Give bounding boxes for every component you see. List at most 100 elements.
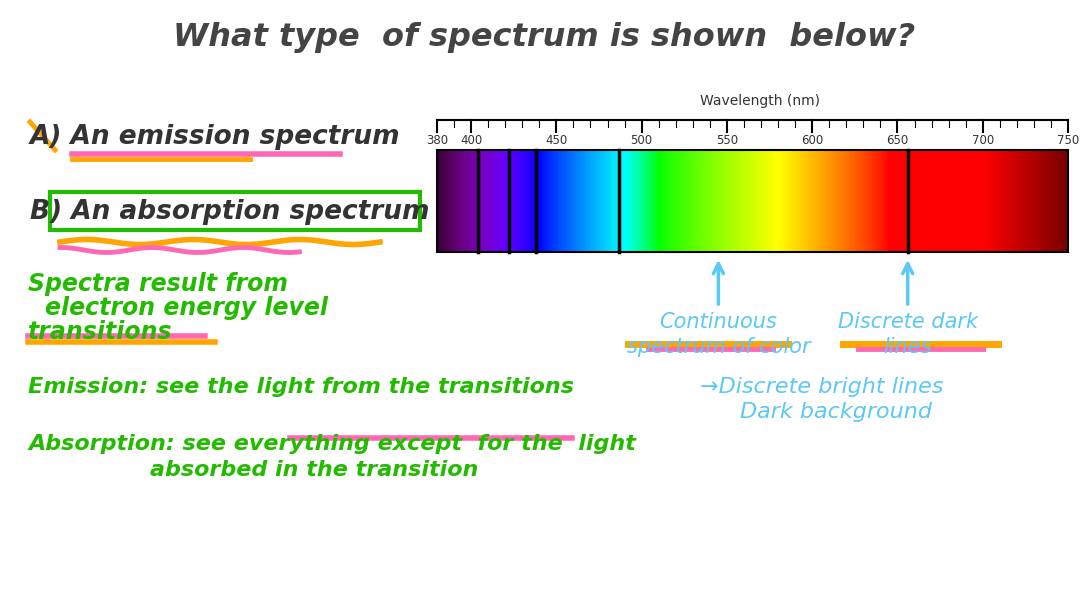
Bar (437, 150, 1068, 252)
Bar (452, 150, 454, 252)
Bar (929, 150, 931, 252)
Bar (644, 150, 645, 252)
Bar (520, 150, 521, 252)
Bar (783, 150, 784, 252)
Bar (806, 150, 807, 252)
Bar (1028, 150, 1029, 252)
Bar (732, 150, 734, 252)
Bar (817, 150, 819, 252)
Bar (963, 150, 964, 252)
Bar (833, 150, 836, 252)
Bar (1062, 150, 1064, 252)
Bar (631, 150, 632, 252)
Bar (957, 150, 959, 252)
Bar (839, 150, 841, 252)
Bar (944, 150, 947, 252)
Bar (950, 150, 952, 252)
Bar (554, 150, 555, 252)
Bar (515, 150, 517, 252)
Bar (689, 150, 690, 252)
Bar (1067, 150, 1068, 252)
Bar (633, 150, 634, 252)
Bar (811, 150, 812, 252)
Bar (695, 150, 696, 252)
Bar (747, 150, 749, 252)
Bar (759, 150, 762, 252)
Bar (900, 150, 901, 252)
Text: 550: 550 (716, 134, 738, 147)
Bar (478, 150, 480, 252)
Bar (610, 150, 611, 252)
Bar (880, 150, 881, 252)
Bar (447, 150, 448, 252)
Bar (742, 150, 743, 252)
Bar (935, 150, 937, 252)
Bar (1051, 150, 1053, 252)
Bar (843, 150, 845, 252)
Bar (642, 150, 644, 252)
Bar (1050, 150, 1052, 252)
Bar (582, 150, 583, 252)
Bar (850, 150, 852, 252)
Bar (618, 150, 619, 252)
Bar (720, 150, 721, 252)
Bar (772, 150, 774, 252)
Bar (676, 150, 677, 252)
Bar (782, 150, 783, 252)
Bar (793, 150, 794, 252)
Bar (947, 150, 948, 252)
Bar (956, 150, 957, 252)
Bar (620, 150, 621, 252)
Bar (635, 150, 636, 252)
Text: electron energy level: electron energy level (45, 296, 327, 320)
Bar (804, 150, 805, 252)
Bar (758, 150, 759, 252)
Bar (487, 150, 489, 252)
Bar (738, 150, 740, 252)
Bar (1024, 150, 1026, 252)
Bar (854, 150, 856, 252)
Bar (789, 150, 790, 252)
Bar (1055, 150, 1056, 252)
Bar (1007, 150, 1010, 252)
Bar (1048, 150, 1049, 252)
Bar (536, 150, 537, 252)
Bar (463, 150, 465, 252)
Bar (1041, 150, 1042, 252)
Bar (443, 150, 444, 252)
Bar (626, 150, 628, 252)
Bar (1022, 150, 1023, 252)
Bar (726, 150, 727, 252)
Bar (869, 150, 871, 252)
Bar (640, 150, 641, 252)
Bar (1005, 150, 1006, 252)
Bar (653, 150, 655, 252)
Bar (700, 150, 701, 252)
Bar (523, 150, 524, 252)
Bar (887, 150, 889, 252)
Bar (679, 150, 680, 252)
Bar (701, 150, 702, 252)
Bar (598, 150, 599, 252)
Bar (866, 150, 867, 252)
Bar (510, 150, 512, 252)
Text: 650: 650 (887, 134, 908, 147)
Bar (623, 150, 625, 252)
Bar (703, 150, 704, 252)
Bar (619, 150, 620, 252)
Bar (621, 150, 623, 252)
Bar (667, 150, 668, 252)
Bar (965, 150, 966, 252)
Bar (458, 150, 459, 252)
Bar (578, 150, 579, 252)
Bar (562, 150, 565, 252)
Bar (569, 150, 570, 252)
Bar (531, 150, 532, 252)
Bar (764, 150, 765, 252)
Bar (750, 150, 751, 252)
Bar (456, 150, 457, 252)
Bar (491, 150, 492, 252)
Bar (537, 150, 539, 252)
Bar (521, 150, 523, 252)
Bar (792, 150, 793, 252)
